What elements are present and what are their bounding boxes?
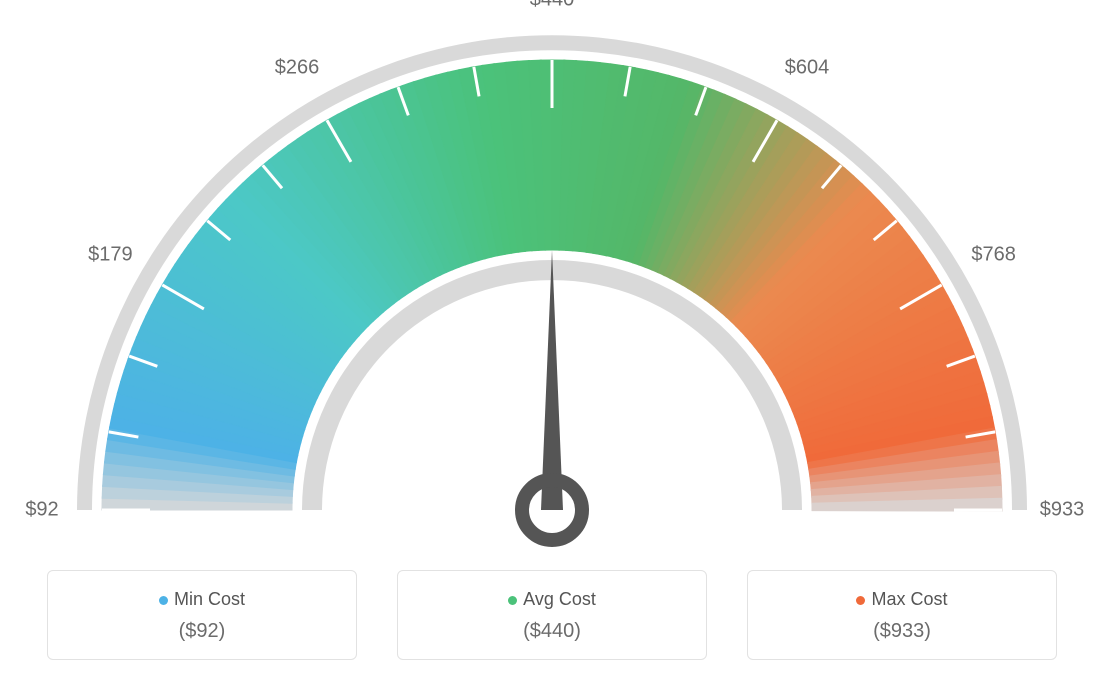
legend-title-text: Max Cost: [871, 589, 947, 609]
legend-value: ($933): [758, 620, 1046, 643]
gauge-needle: [541, 250, 563, 510]
legend-title-text: Min Cost: [174, 589, 245, 609]
gauge-tick-label: $440: [530, 0, 575, 12]
legend-card: Avg Cost ($440): [397, 570, 707, 660]
legend-title: Avg Cost: [408, 589, 696, 610]
legend-title: Max Cost: [758, 589, 1046, 610]
legend-dot: [856, 596, 865, 605]
legend-dot: [159, 596, 168, 605]
gauge-tick-label: $604: [785, 57, 830, 80]
gauge-tick-label: $92: [25, 499, 58, 522]
gauge-container: $92 $179 $266 $440 $604 $768 $933: [0, 0, 1104, 560]
gauge-chart: [0, 0, 1104, 560]
legend-value: ($440): [408, 620, 696, 643]
gauge-tick-label: $768: [971, 243, 1016, 266]
gauge-tick-label: $179: [88, 243, 133, 266]
legend-card: Min Cost ($92): [47, 570, 357, 660]
legend-card: Max Cost ($933): [747, 570, 1057, 660]
legend-dot: [508, 596, 517, 605]
legend-row: Min Cost ($92) Avg Cost ($440) Max Cost ($933…: [0, 570, 1104, 660]
gauge-tick-label: $266: [275, 57, 320, 80]
legend-value: ($92): [58, 620, 346, 643]
legend-title: Min Cost: [58, 589, 346, 610]
gauge-tick-label: $933: [1040, 499, 1085, 522]
legend-title-text: Avg Cost: [523, 589, 596, 609]
